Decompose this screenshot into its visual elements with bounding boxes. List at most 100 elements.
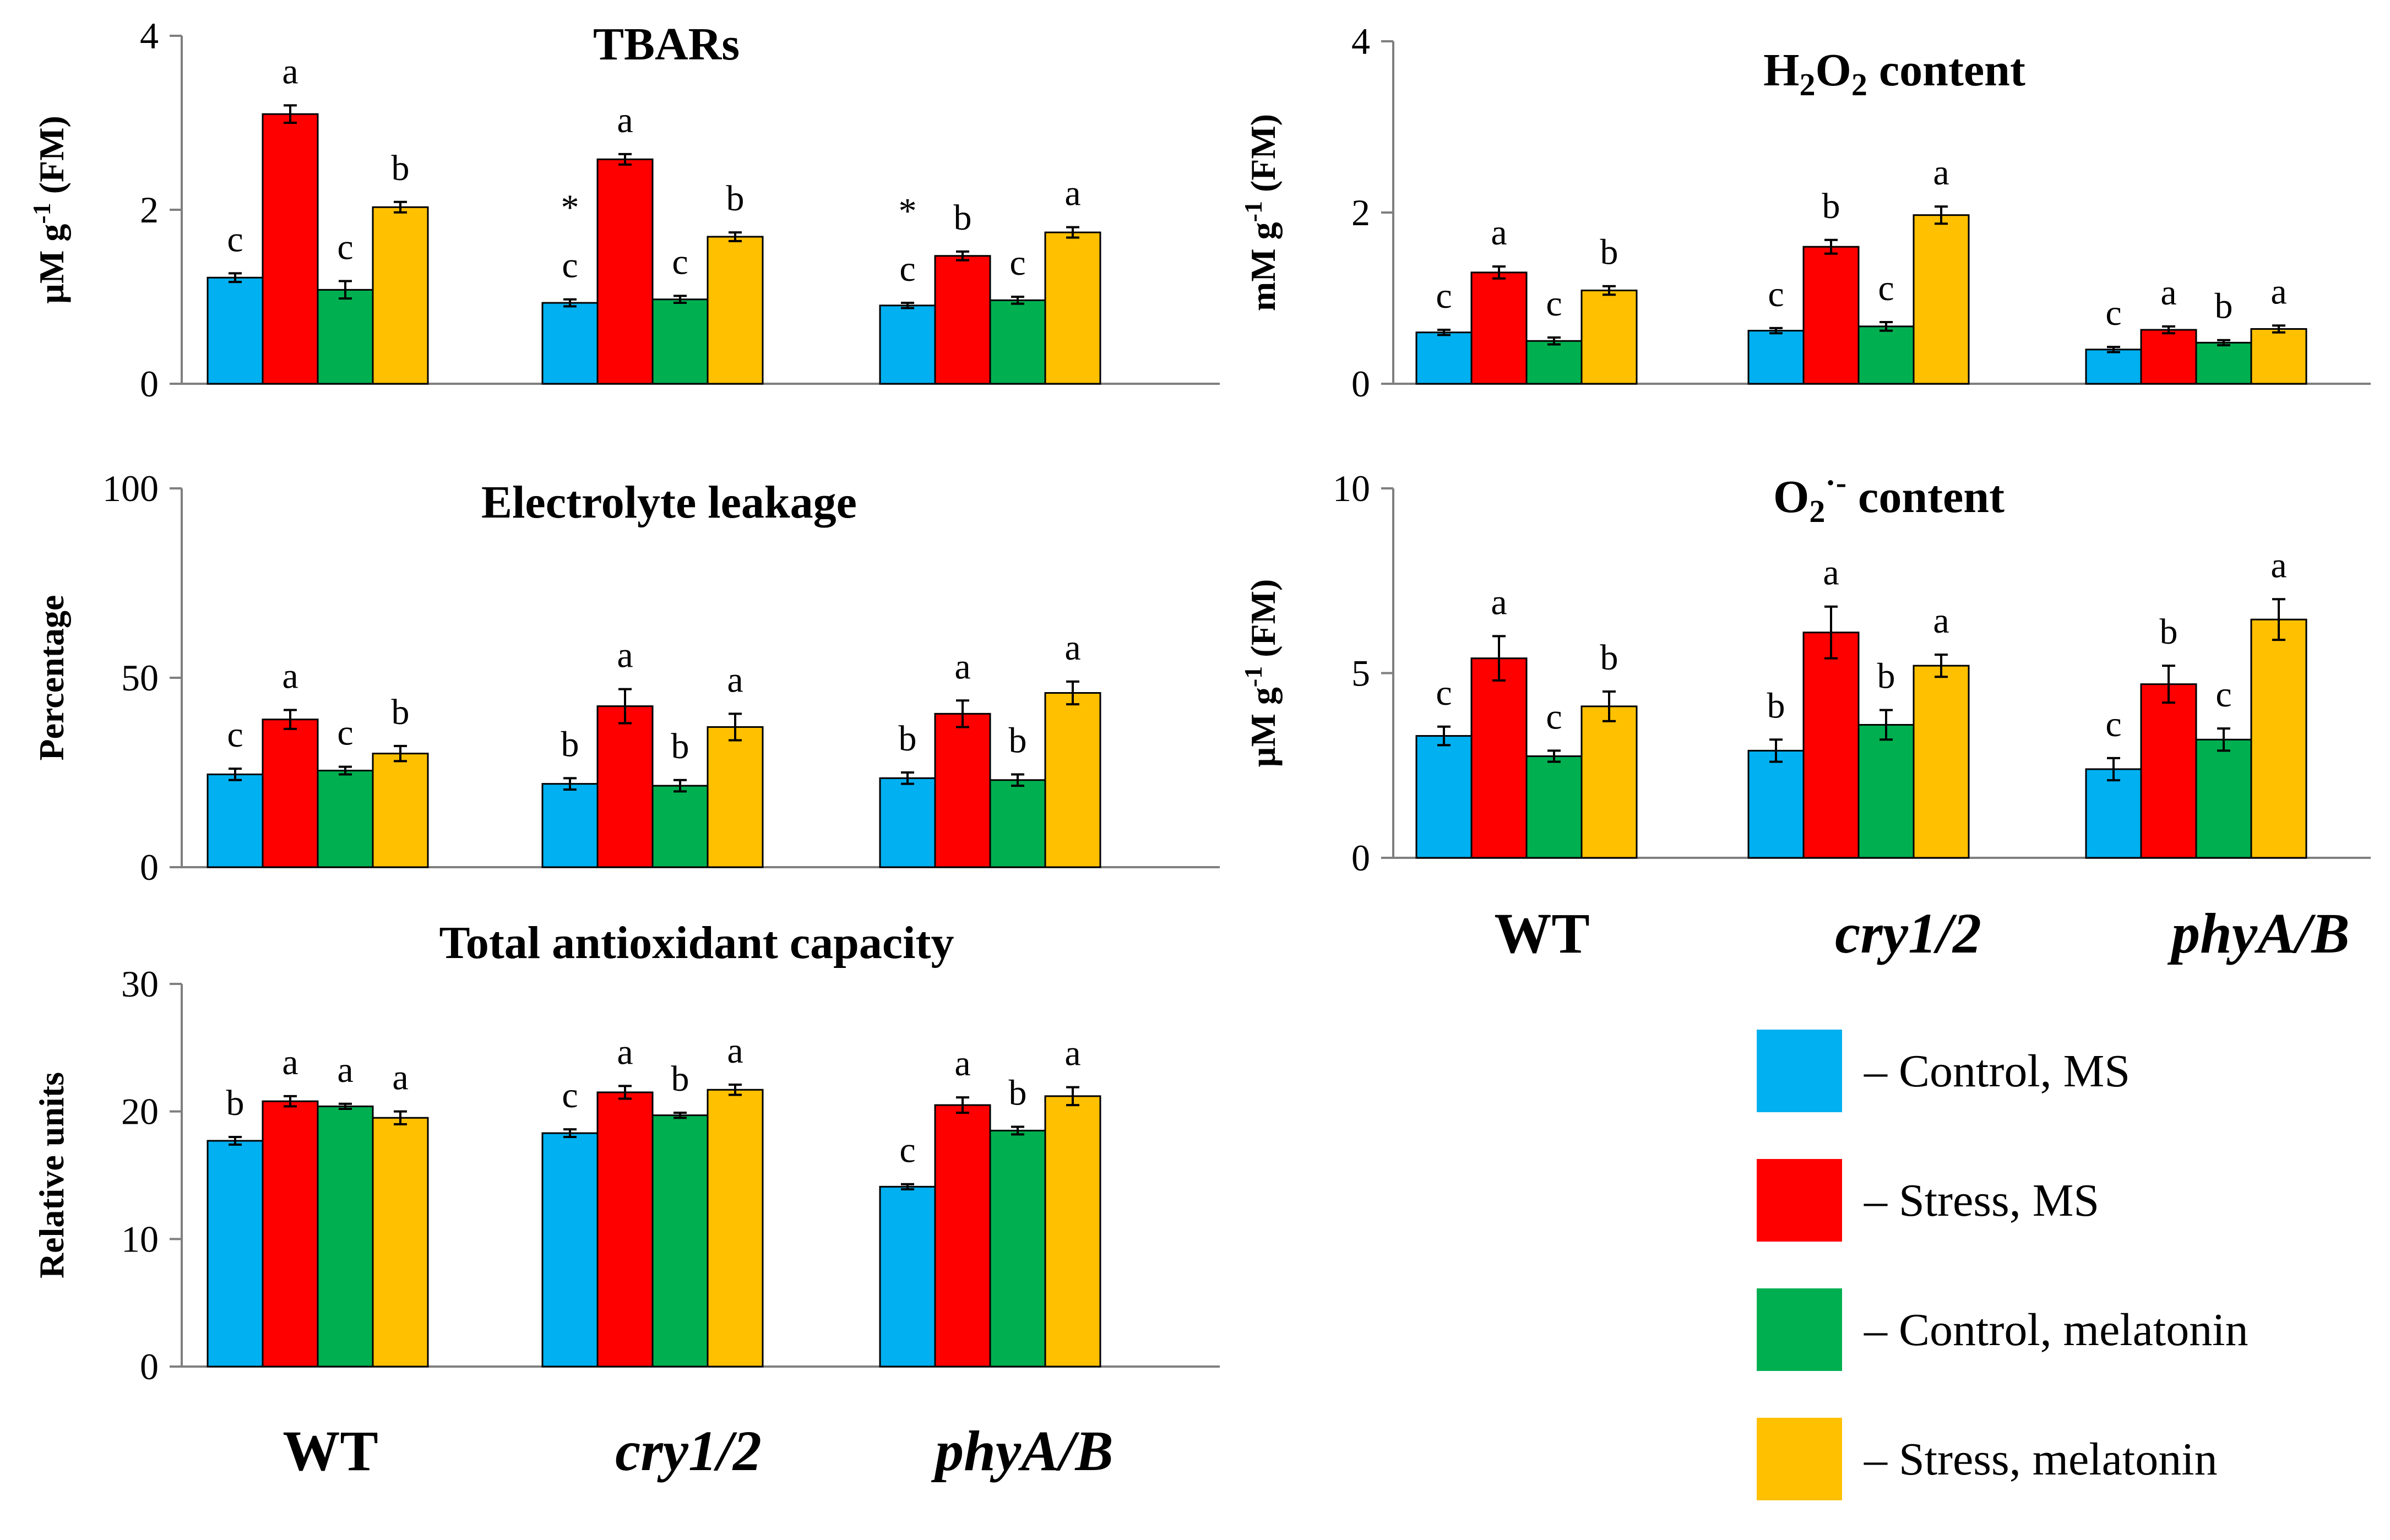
o2-sig-letter: a <box>2270 545 2286 585</box>
tac-title: Total antioxidant capacity <box>439 917 954 968</box>
h2o2-sig-letter: b <box>1822 186 1840 226</box>
tbars-bar <box>879 304 936 385</box>
o2-sig-letter: b <box>1600 638 1618 678</box>
tac-ytick-label: 10 <box>121 1218 159 1260</box>
h2o2-sig-letter: b <box>2215 286 2233 326</box>
ylabel-part: (FM) <box>32 116 71 203</box>
tbars-ytick-label: 2 <box>140 189 159 231</box>
o2-sig-letter: a <box>1933 601 1949 641</box>
h2o2-sig-letter: a <box>2270 271 2286 312</box>
electrolyte-bar <box>989 779 1046 868</box>
electrolyte-sig-letter: b <box>561 724 579 764</box>
tbars-sig-letter: c <box>672 242 688 282</box>
title-part: O <box>1773 471 1809 523</box>
h2o2-bar <box>1470 271 1528 385</box>
group-label-cry1-2: cry1/2 <box>1835 902 1981 965</box>
o2-bar <box>1470 657 1528 859</box>
o2-bar <box>1913 665 1970 859</box>
tac-bar <box>262 1100 319 1368</box>
legend-label: – Stress, melatonin <box>1864 1434 2218 1485</box>
tbars-bar <box>989 299 1046 385</box>
ylabel-part: µM g <box>32 224 71 304</box>
legend-label: – Control, MS <box>1864 1046 2130 1097</box>
title-part: O <box>1816 45 1851 96</box>
h2o2-sig-letter: c <box>1768 274 1784 314</box>
electrolyte-bar <box>541 783 599 868</box>
o2-bar <box>2250 618 2307 859</box>
tbars-ytick-label: 0 <box>140 363 159 405</box>
title-subscript: 2 <box>1809 493 1825 529</box>
title-subscript: 2 <box>1800 67 1816 102</box>
tac-ytick-label: 30 <box>121 963 159 1005</box>
tac-bar <box>317 1105 374 1368</box>
tac-bar <box>934 1104 991 1368</box>
group-label-phya-b: phyA/B <box>931 1419 1113 1483</box>
h2o2-bar <box>2140 329 2197 385</box>
electrolyte-bar <box>596 705 654 868</box>
tbars-sig-letter: a <box>282 51 298 91</box>
tac-ytick-label: 20 <box>121 1091 159 1133</box>
electrolyte-sig-letter: a <box>1064 628 1080 668</box>
ylabel-part: µM g <box>1243 687 1283 767</box>
o2-y-label: µM g-1 (FM) <box>1239 579 1283 768</box>
tac-sig-letter: a <box>282 1042 298 1082</box>
h2o2-y-label: mM g-1 (FM) <box>1239 114 1283 311</box>
o2-bar <box>1857 723 1915 859</box>
ylabel-superscript: -1 <box>28 203 56 224</box>
h2o2-sig-letter: a <box>2160 273 2176 313</box>
electrolyte-sig-letter: b <box>899 719 917 759</box>
electrolyte-bar <box>879 777 936 868</box>
h2o2-bar <box>1913 214 1970 385</box>
o2-ytick-label: 0 <box>1351 837 1370 879</box>
legend-swatch <box>1757 1288 1842 1371</box>
tac-sig-letter: a <box>727 1031 743 1071</box>
ylabel-part: (FM) <box>1243 114 1283 201</box>
electrolyte-ytick-label: 50 <box>121 657 159 699</box>
tac-sig-letter: a <box>392 1058 408 1098</box>
electrolyte-sig-letter: a <box>282 656 298 696</box>
tac-y-label: Relative units <box>32 1072 71 1278</box>
h2o2-bar <box>2250 328 2307 385</box>
o2-sig-letter: c <box>2105 704 2121 744</box>
tac-bar <box>207 1140 264 1368</box>
h2o2-sig-letter: c <box>2105 293 2121 333</box>
legend-label: – Stress, MS <box>1864 1175 2099 1226</box>
o2-bar <box>1747 749 1805 859</box>
tac-bar <box>989 1129 1046 1368</box>
tbars-sig-letter: c <box>1009 243 1025 283</box>
ylabel-part: mM g <box>1243 222 1283 311</box>
tbars-sig-letter: b <box>726 178 745 219</box>
o2-sig-letter: c <box>1436 673 1452 713</box>
h2o2-ytick-label: 2 <box>1351 192 1370 233</box>
legend-label: – Control, melatonin <box>1864 1304 2248 1356</box>
h2o2-bar <box>1525 340 1583 385</box>
title-superscript: ·- <box>1825 465 1846 500</box>
tbars-sig-letter: c <box>227 219 243 259</box>
tbars-bar <box>596 158 654 385</box>
o2-title: O2·- content <box>1773 465 2005 529</box>
h2o2-bar <box>2195 341 2252 385</box>
electrolyte-sig-letter: a <box>617 635 633 676</box>
tac-bar <box>707 1089 764 1368</box>
h2o2-sig-letter: c <box>1436 276 1452 316</box>
h2o2-bar <box>1415 331 1473 385</box>
o2-sig-letter: b <box>2160 612 2178 652</box>
o2-bar <box>1580 705 1638 859</box>
h2o2-sig-letter: c <box>1878 268 1894 308</box>
electrolyte-bar <box>651 785 709 868</box>
o2-sig-letter: c <box>2215 674 2231 715</box>
tbars-sig-letter: c <box>562 246 578 286</box>
h2o2-title: H2O2 content <box>1763 45 2025 102</box>
o2-bar <box>2140 683 2197 859</box>
tac-sig-letter: c <box>562 1075 578 1115</box>
h2o2-ytick-label: 4 <box>1351 20 1370 62</box>
tbars-asterisk: * <box>561 188 579 228</box>
tbars-bar <box>207 276 264 385</box>
tbars-bar <box>372 206 429 385</box>
h2o2-bar <box>1580 290 1638 385</box>
o2-sig-letter: b <box>1767 685 1785 726</box>
